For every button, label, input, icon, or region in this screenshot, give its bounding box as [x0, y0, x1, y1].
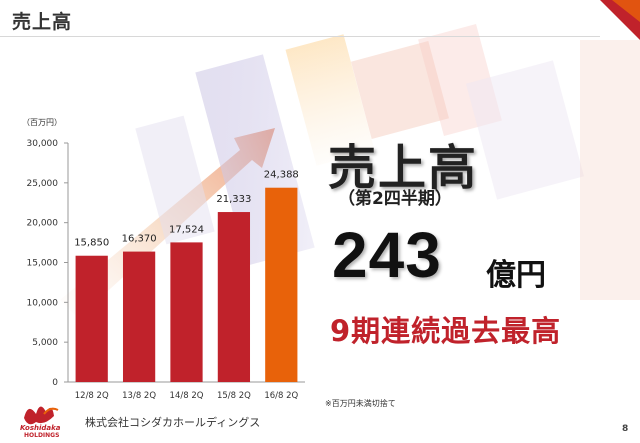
page-number: 8 — [622, 424, 629, 434]
y-tick-label: 30,000 — [27, 139, 59, 149]
bar-12-8-2q — [75, 255, 108, 382]
bars — [75, 187, 298, 382]
bar-14-8-2q — [170, 242, 203, 382]
y-axis-ticks: 0 5,000 10,000 15,000 20,000 25,000 30,000 — [27, 139, 68, 388]
headline-title: 売上高 — [328, 140, 479, 196]
value-label: 15,850 — [74, 238, 109, 249]
bar-13-8-2q — [122, 251, 156, 382]
headline-subtitle: （第2四半期） — [338, 189, 452, 209]
headline-unit: 億円 — [486, 258, 546, 293]
y-tick-label: 5,000 — [32, 338, 58, 348]
value-label: 21,333 — [216, 194, 251, 205]
y-tick-label: 0 — [52, 378, 58, 388]
x-tick-label: 14/8 2Q — [170, 391, 204, 401]
bar-16-8-2q — [265, 187, 298, 382]
company-name: 株式会社コシダカホールディングス — [85, 416, 261, 429]
y-tick-label: 15,000 — [27, 259, 59, 269]
value-label: 17,524 — [169, 224, 204, 235]
logo-subtext: HOLDINGS — [24, 432, 60, 439]
x-tick-label: 15/8 2Q — [217, 391, 251, 401]
x-tick-label: 13/8 2Q — [122, 391, 156, 401]
y-unit-label: （百万円） — [22, 118, 62, 127]
revenue-bar-chart: （百万円） 0 5,000 10,000 15,000 20,000 25,000 30,0… — [22, 118, 305, 401]
footnote: ※百万円未満切捨て — [325, 399, 396, 408]
value-label: 16,370 — [122, 234, 157, 245]
y-tick-label: 10,000 — [27, 298, 59, 308]
record-statement: 9期連続過去最高 — [330, 314, 562, 348]
headline-value: 243 — [332, 219, 442, 291]
y-tick-label: 20,000 — [27, 219, 59, 229]
y-tick-label: 25,000 — [27, 179, 59, 189]
logo-text: Koshidaka — [20, 424, 61, 432]
x-tick-label: 16/8 2Q — [264, 391, 298, 401]
x-axis-labels: 12/8 2Q 13/8 2Q 14/8 2Q 15/8 2Q 16/8 2Q — [75, 391, 299, 401]
title-divider — [0, 36, 600, 37]
company-logo — [24, 406, 59, 425]
slide-title: 売上高 — [12, 11, 73, 33]
value-label: 24,388 — [264, 170, 299, 181]
bar-15-8-2q — [217, 212, 251, 382]
x-tick-label: 12/8 2Q — [75, 391, 109, 401]
value-labels: 15,850 16,370 17,524 21,333 24,388 — [74, 170, 299, 249]
